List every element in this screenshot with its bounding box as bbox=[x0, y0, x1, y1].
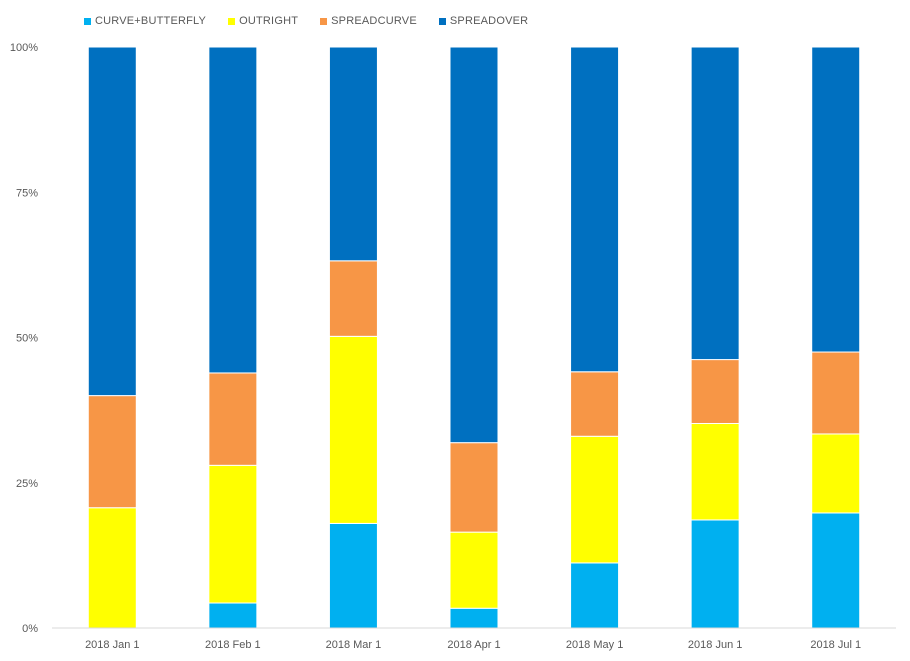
legend-label: CURVE+BUTTERFLY bbox=[95, 15, 207, 27]
legend-swatch bbox=[84, 17, 91, 25]
bar-segment bbox=[449, 442, 499, 533]
bar-segment bbox=[208, 372, 258, 466]
legend-swatch bbox=[320, 17, 328, 25]
legend-label: OUTRIGHT bbox=[239, 15, 299, 27]
bar-segment bbox=[449, 46, 499, 444]
legend-item: OUTRIGHT bbox=[228, 15, 298, 27]
legend-swatch bbox=[438, 17, 446, 25]
y-axis: 0% 25% 50% 75% 100% bbox=[10, 42, 38, 635]
legend-swatch bbox=[228, 17, 236, 25]
x-tick-label: 2018 Feb 1 bbox=[205, 639, 261, 651]
y-tick-label: 75% bbox=[16, 187, 38, 199]
bar-segment bbox=[811, 351, 861, 435]
bar-segment bbox=[690, 422, 740, 521]
y-tick-label: 50% bbox=[16, 333, 38, 345]
bars bbox=[87, 46, 861, 629]
legend-label: SPREADOVER bbox=[449, 15, 529, 27]
bar-segment bbox=[570, 46, 620, 373]
bar-segment bbox=[570, 435, 620, 564]
bar-segment bbox=[570, 371, 620, 437]
bar-segment bbox=[328, 46, 378, 262]
chart-legend: CURVE+BUTTERFLY OUTRIGHT SPREADCURVE SPREAD… bbox=[84, 12, 550, 30]
x-axis: 2018 Jan 1 2018 Feb 1 2018 Mar 1 2018 Apr 1… bbox=[85, 639, 861, 651]
legend-label: SPREADCURVE bbox=[331, 15, 417, 27]
legend-item: SPREADCURVE bbox=[320, 15, 417, 27]
bar-segment bbox=[328, 260, 378, 337]
bar-segment bbox=[328, 335, 378, 524]
bar-segment bbox=[208, 46, 258, 374]
bar-segment bbox=[811, 46, 861, 353]
bar-segment bbox=[87, 395, 137, 509]
bar-segment bbox=[87, 46, 137, 397]
x-tick-label: 2018 Jun 1 bbox=[688, 639, 742, 651]
x-tick-label: 2018 Mar 1 bbox=[326, 639, 382, 651]
bar-segment bbox=[570, 562, 620, 629]
bar-segment bbox=[449, 531, 499, 609]
y-tick-label: 0% bbox=[22, 623, 38, 635]
bar-segment bbox=[328, 522, 378, 629]
y-tick-label: 100% bbox=[10, 42, 38, 54]
x-tick-label: 2018 Apr 1 bbox=[447, 639, 500, 651]
bar-segment bbox=[811, 512, 861, 629]
bar-segment bbox=[87, 507, 137, 629]
legend-item: CURVE+BUTTERFLY bbox=[84, 15, 206, 27]
bar-segment bbox=[449, 607, 499, 629]
x-tick-label: 2018 Jul 1 bbox=[810, 639, 861, 651]
bar-segment bbox=[690, 359, 740, 424]
bar-segment bbox=[690, 46, 740, 361]
bar-segment bbox=[690, 519, 740, 629]
bar-segment bbox=[208, 602, 258, 629]
bar-segment bbox=[811, 433, 861, 514]
y-tick-label: 25% bbox=[16, 478, 38, 490]
legend-item: SPREADOVER bbox=[438, 15, 529, 27]
bar-segment bbox=[208, 464, 258, 604]
x-tick-label: 2018 May 1 bbox=[566, 639, 623, 651]
x-tick-label: 2018 Jan 1 bbox=[85, 639, 139, 651]
